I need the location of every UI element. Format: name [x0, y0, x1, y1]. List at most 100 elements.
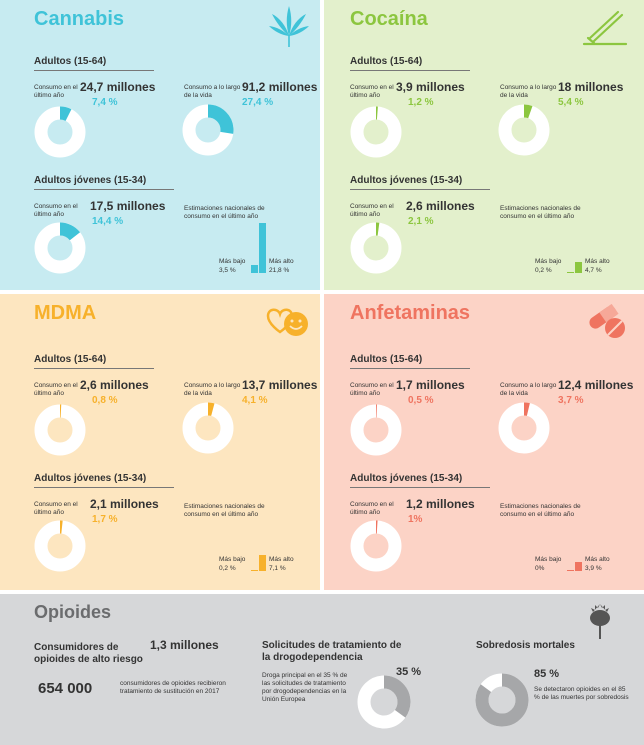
lifetime-label: Consumo a lo largo de la vida: [500, 382, 557, 397]
low-bar: [567, 272, 574, 273]
overdose-donut: [475, 673, 529, 727]
cocaina-panel: Cocaína Adultos (15-64) Consumo en el últ…: [324, 0, 644, 290]
low-label: Más bajo: [535, 258, 562, 265]
lifetime-label: Consumo a lo largo de la vida: [500, 84, 557, 99]
low-value: 0,2 %: [219, 565, 236, 572]
young-donut-arc: [34, 222, 86, 274]
low-value: 0,2 %: [535, 267, 552, 274]
anfetaminas-panel: Anfetaminas Adultos (15-64) Consumo en el…: [324, 294, 644, 590]
last-year-donut: [34, 404, 86, 456]
high-bar: [575, 262, 582, 273]
young-donut-arc: [34, 520, 86, 572]
opioides-panel: Opioides Consumidores de opioides de alt…: [0, 594, 644, 745]
high-bar: [575, 562, 582, 571]
last-year-donut: [350, 404, 402, 456]
low-bar: [251, 264, 258, 273]
last-year-donut: [34, 106, 86, 158]
low-label: Más bajo: [219, 556, 246, 563]
overdose-heading: Sobredosis mortales: [476, 640, 575, 651]
young-heading: Adultos jóvenes (15-34): [350, 175, 490, 190]
young-donut-arc: [350, 520, 402, 572]
last-year-pct: 0,5 %: [408, 395, 434, 406]
national-label: Estimaciones nacionales de consumo en el…: [184, 503, 265, 518]
high-value: 7,1 %: [269, 565, 286, 572]
last-year-pct: 7,4 %: [92, 97, 118, 108]
panel-title: MDMA: [34, 302, 97, 324]
young-pct: 1,7 %: [92, 514, 118, 525]
last-year-pct: 1,2 %: [408, 97, 434, 108]
high-bar: [259, 223, 266, 273]
low-label: Más bajo: [219, 258, 246, 265]
treatment-value: 654 000: [38, 680, 93, 697]
last-year-donut-arc: [34, 404, 86, 456]
lifetime-donut: [182, 104, 234, 156]
mdma-panel: MDMA Adultos (15-64) Consumo en el último…: [0, 294, 320, 590]
young-donut: [34, 222, 86, 274]
lifetime-donut: [498, 104, 550, 156]
last-year-label: Consumo en el último año: [350, 382, 394, 397]
young-label: Consumo en el último año: [34, 203, 78, 218]
lifetime-donut-arc: [498, 402, 550, 454]
lifetime-label: Consumo a lo largo de la vida: [184, 382, 241, 397]
high-value: 21,8 %: [269, 267, 290, 274]
low-label: Más bajo: [535, 556, 562, 563]
overdose-donut-arc: [475, 673, 529, 727]
overdose-text: Se detectaron opioides en el 85 % de las…: [534, 686, 629, 701]
young-heading: Adultos jóvenes (15-34): [34, 175, 174, 190]
young-donut: [350, 520, 402, 572]
young-heading: Adultos jóvenes (15-34): [34, 473, 174, 488]
panel-title: Cannabis: [34, 8, 125, 30]
last-year-donut: [350, 106, 402, 158]
adults-heading: Adultos (15-64): [34, 354, 154, 369]
panel-title: Anfetaminas: [350, 302, 471, 324]
young-value: 17,5 millones: [90, 199, 166, 213]
last-year-value: 3,9 millones: [396, 80, 465, 94]
low-value: 3,5 %: [219, 267, 236, 274]
poppy-icon: [590, 604, 610, 639]
low-value: 0%: [535, 565, 545, 572]
lifetime-value: 12,4 millones: [558, 378, 634, 392]
lifetime-pct: 5,4 %: [558, 97, 584, 108]
young-label: Consumo en el último año: [350, 203, 394, 218]
high-bar: [259, 554, 266, 571]
last-year-donut-arc: [34, 106, 86, 158]
high-label: Más alto: [269, 556, 294, 563]
young-value: 2,1 millones: [90, 497, 159, 511]
lifetime-label: Consumo a lo largo de la vida: [184, 84, 241, 99]
lifetime-donut: [498, 402, 550, 454]
consumers-heading: Consumidores de opioides de alto riesgo: [34, 642, 143, 665]
young-donut: [34, 520, 86, 572]
young-label: Consumo en el último año: [350, 501, 394, 516]
last-year-donut-arc: [350, 404, 402, 456]
young-pct: 1%: [408, 514, 423, 525]
requests-pct: 35 %: [396, 666, 422, 678]
requests-heading: Solicitudes de tratamiento de la drogode…: [262, 640, 402, 663]
adults-heading: Adultos (15-64): [34, 56, 154, 71]
requests-donut: [357, 675, 411, 729]
high-label: Más alto: [269, 258, 294, 265]
lifetime-pct: 4,1 %: [242, 395, 268, 406]
pills-icon: [589, 304, 625, 338]
lifetime-donut-arc: [182, 402, 234, 454]
overdose-pct: 85 %: [534, 668, 560, 680]
cannabis-panel: Cannabis Adultos (15-64) Consumo en el úl…: [0, 0, 320, 290]
lifetime-donut: [182, 402, 234, 454]
lifetime-donut-arc: [182, 104, 234, 156]
cocaine-straw-icon: [582, 10, 628, 46]
young-donut-arc: [350, 222, 402, 274]
young-pct: 2,1 %: [408, 216, 434, 227]
lifetime-pct: 27,4 %: [242, 97, 274, 108]
last-year-label: Consumo en el último año: [350, 84, 394, 99]
last-year-donut-arc: [350, 106, 402, 158]
last-year-value: 1,7 millones: [396, 378, 465, 392]
national-label: Estimaciones nacionales de consumo en el…: [500, 503, 581, 518]
lifetime-value: 18 millones: [558, 80, 624, 94]
last-year-pct: 0,8 %: [92, 395, 118, 406]
high-value: 3,9 %: [585, 565, 602, 572]
low-bar: [251, 570, 258, 571]
last-year-label: Consumo en el último año: [34, 382, 78, 397]
last-year-value: 24,7 millones: [80, 80, 156, 94]
young-label: Consumo en el último año: [34, 501, 78, 516]
young-donut: [350, 222, 402, 274]
young-value: 1,2 millones: [406, 497, 475, 511]
